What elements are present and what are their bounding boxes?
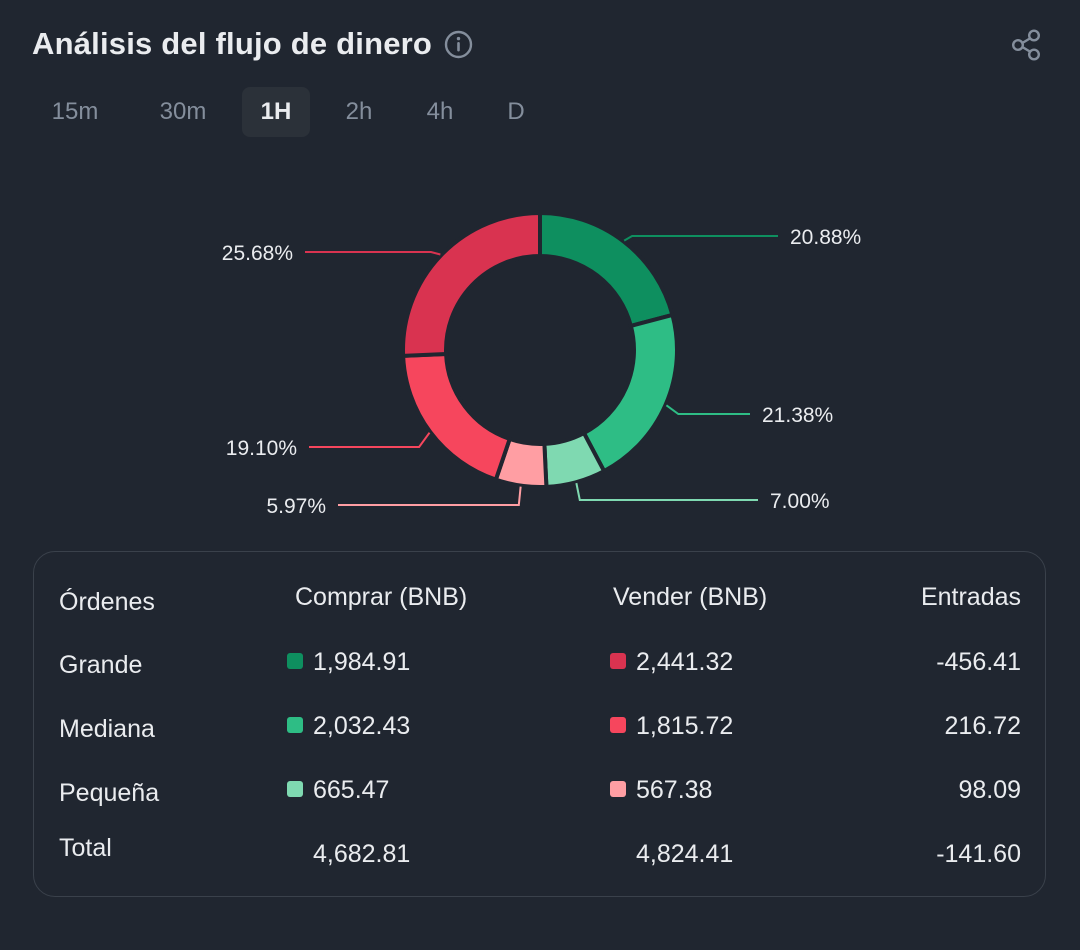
money-flow-donut-chart: 20.88% 21.38% 7.00% 5.97% 19.10% 25.68% (222, 210, 861, 518)
row-label-mediana: Mediana (59, 715, 155, 743)
sell-total: 4,824.41 (636, 840, 734, 868)
tab-2h[interactable]: 2h (345, 98, 373, 125)
inflow-value-mediana: 216.72 (944, 712, 1021, 740)
buy-value-mediana: 2,032.43 (287, 712, 410, 741)
sell-swatch (610, 653, 626, 669)
sell-swatch (610, 717, 626, 733)
flow-table: Órdenes Comprar (BNB) Vender (BNB) Entra… (33, 551, 1046, 897)
buy-swatch (287, 653, 303, 669)
donut-slice[interactable] (401, 351, 513, 483)
donut-slice[interactable] (538, 210, 675, 329)
tab-1h[interactable]: 1H (242, 87, 310, 137)
leader-line (623, 235, 778, 242)
slice-label: 20.88% (790, 226, 861, 249)
row-label-total: Total (59, 834, 112, 862)
leader-line (305, 251, 441, 256)
buy-value-pequena: 665.47 (287, 776, 389, 805)
buy-total: 4,682.81 (313, 840, 411, 868)
donut-slice[interactable] (581, 312, 679, 474)
inflow-value-pequena: 98.09 (958, 776, 1021, 804)
header-orders: Órdenes (59, 588, 155, 616)
slice-label: 25.68% (222, 242, 293, 265)
timeframe-tabs: 15m 30m 1H 2h 4h D (32, 86, 560, 138)
header: Análisis del flujo de dinero (32, 22, 473, 66)
leader-line (665, 404, 750, 415)
sell-swatch (610, 781, 626, 797)
share-icon[interactable] (1008, 27, 1044, 63)
header-buy: Comprar (BNB) (295, 583, 468, 611)
slice-label: 7.00% (770, 490, 830, 513)
inflow-total: -141.60 (936, 840, 1021, 868)
info-icon[interactable] (444, 30, 473, 59)
leader-line (338, 486, 522, 506)
leader-line (575, 482, 758, 501)
tab-d[interactable]: D (507, 98, 525, 125)
sell-value-grande: 2,441.32 (610, 648, 733, 677)
sell-value-mediana: 1,815.72 (610, 712, 733, 741)
slice-label: 19.10% (226, 437, 297, 460)
sell-value-pequena: 567.38 (610, 776, 712, 805)
row-label-pequena: Pequeña (59, 779, 160, 807)
slice-label: 21.38% (762, 404, 833, 427)
tab-30m[interactable]: 30m (159, 98, 207, 125)
donut-slice[interactable] (401, 210, 542, 358)
leader-line (309, 432, 431, 448)
tab-4h[interactable]: 4h (426, 98, 454, 125)
header-inflow: Entradas (920, 583, 1021, 611)
row-label-grande: Grande (59, 651, 143, 679)
header-sell: Vender (BNB) (613, 583, 768, 611)
buy-value-grande: 1,984.91 (287, 648, 410, 677)
slice-label: 5.97% (266, 495, 326, 518)
tab-15m[interactable]: 15m (51, 98, 99, 125)
buy-swatch (287, 781, 303, 797)
page-title: Análisis del flujo de dinero (32, 26, 433, 61)
buy-swatch (287, 717, 303, 733)
inflow-value-grande: -456.41 (936, 648, 1021, 676)
